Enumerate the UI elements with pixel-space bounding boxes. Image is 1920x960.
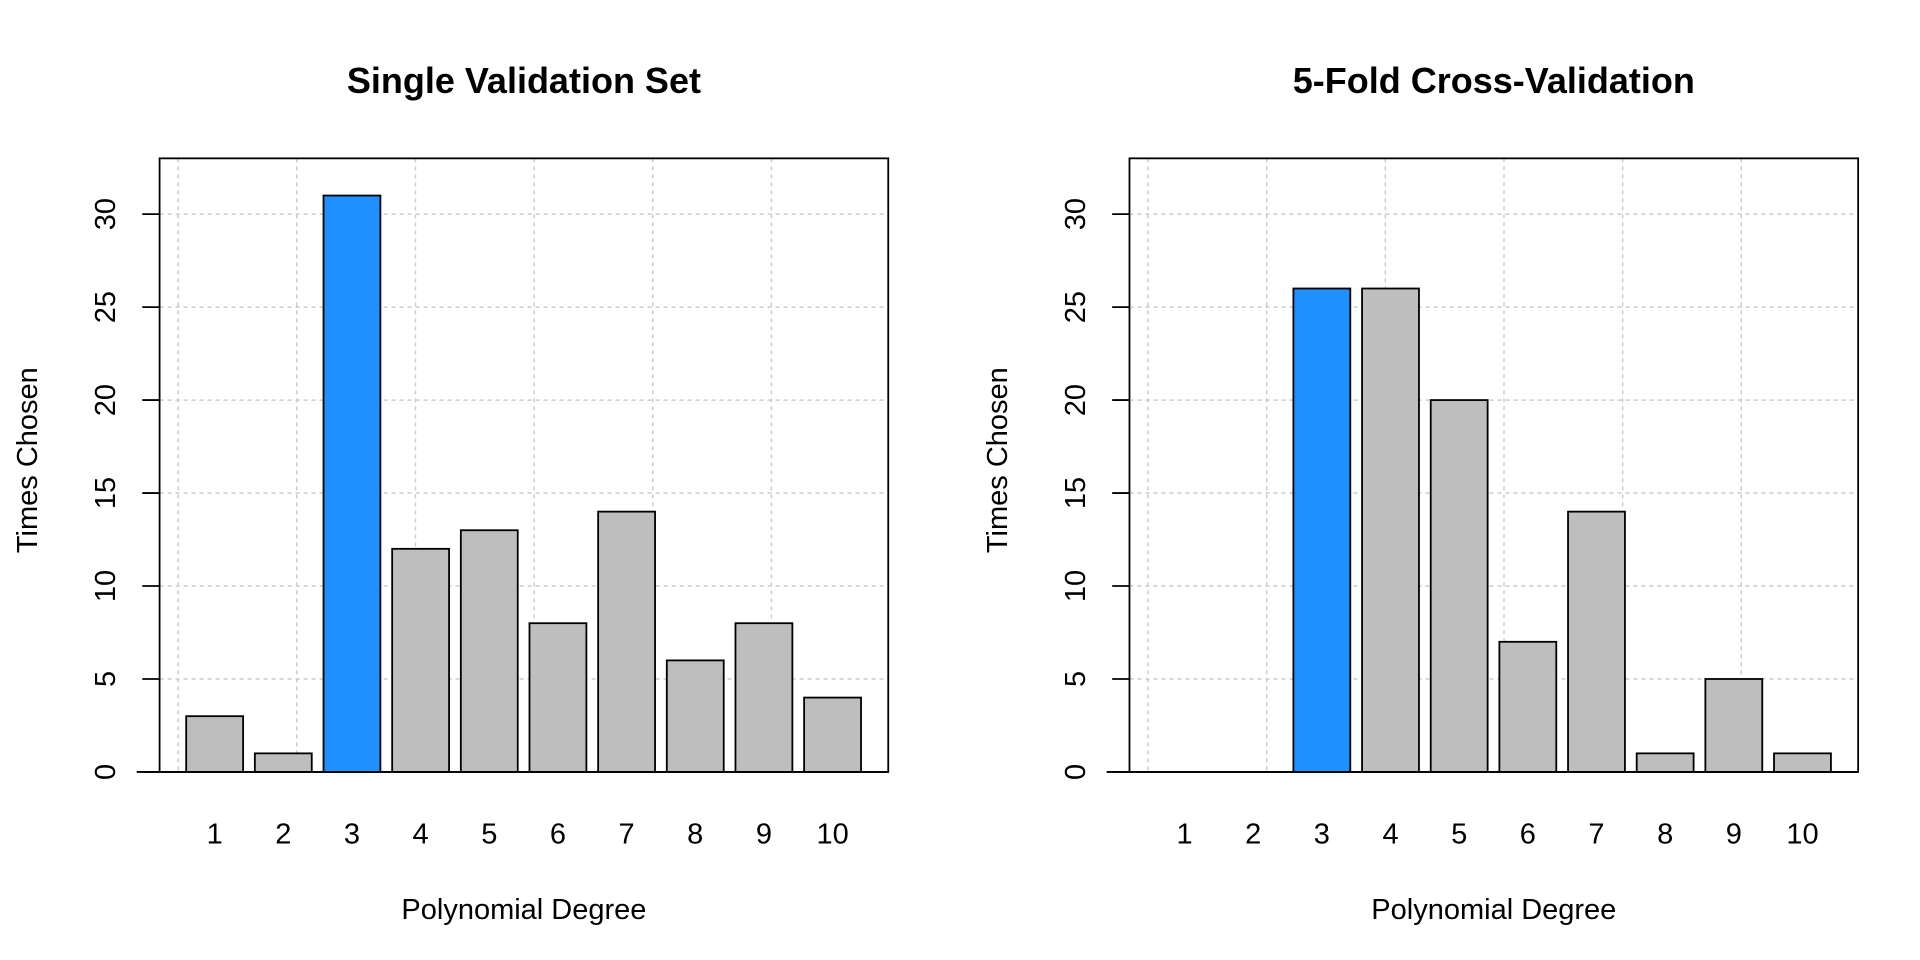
bar — [185, 715, 244, 773]
grid — [159, 158, 889, 773]
bars — [1106, 287, 1859, 773]
x-tick-label: 1 — [1176, 819, 1192, 851]
y-tick-label: 5 — [90, 671, 122, 687]
x-tick-label: 9 — [756, 819, 772, 851]
y-tick-label: 15 — [1060, 477, 1092, 509]
bar — [1429, 399, 1489, 773]
chart-panel-single-validation: Single Validation Set Polynomial Degree … — [12, 60, 890, 926]
chart-title: 5-Fold Cross-Validation — [1293, 60, 1695, 101]
x-tick-label: 6 — [1520, 819, 1536, 851]
bar — [1498, 640, 1558, 773]
y-tick-label: 0 — [90, 764, 122, 780]
x-tick-label: 4 — [1382, 819, 1398, 851]
x-tick-label: 2 — [275, 819, 291, 851]
x-tick-label: 5 — [481, 819, 497, 851]
bar — [597, 510, 656, 773]
x-tick-label: 4 — [413, 819, 429, 851]
x-tick-label: 3 — [1314, 819, 1330, 851]
x-tick-label: 1 — [207, 819, 223, 851]
y-tick-label: 25 — [1060, 291, 1092, 323]
y-tick-label: 10 — [1060, 570, 1092, 602]
x-tick-label: 9 — [1726, 819, 1742, 851]
bar — [1361, 287, 1420, 773]
y-tick-label: 30 — [1060, 198, 1092, 230]
y-tick-label: 20 — [1060, 384, 1092, 416]
bar — [1773, 752, 1832, 773]
x-tick-label: 8 — [1657, 819, 1673, 851]
y-tick-label: 30 — [90, 198, 122, 230]
y-axis-label: Times Chosen — [12, 367, 44, 553]
x-tick-label: 6 — [550, 819, 566, 851]
y-axis-label: Times Chosen — [982, 367, 1014, 553]
y-tick-label: 5 — [1060, 671, 1092, 687]
x-axis: 1 2 3 4 5 6 7 8 9 10 — [207, 819, 849, 851]
plot-frame — [158, 157, 890, 773]
bar — [391, 547, 450, 773]
x-axis-label: Polynomial Degree — [1371, 894, 1616, 926]
bar — [1567, 510, 1626, 773]
plot-frame — [1128, 157, 1860, 773]
x-tick-label: 5 — [1451, 819, 1467, 851]
x-tick-label: 10 — [1786, 819, 1818, 851]
bar — [1635, 752, 1695, 773]
y-tick-label: 20 — [90, 384, 122, 416]
y-axis: 0 5 10 15 20 25 30 — [1060, 198, 1130, 780]
bar — [459, 529, 519, 773]
bar — [1704, 678, 1764, 773]
y-tick-label: 10 — [90, 570, 122, 602]
y-tick-label: 25 — [90, 291, 122, 323]
bar — [665, 659, 725, 773]
bars — [136, 194, 889, 773]
bar — [734, 622, 794, 773]
y-axis: 0 5 10 15 20 25 30 — [90, 198, 160, 780]
bar-highlighted — [322, 194, 382, 773]
y-tick-label: 0 — [1060, 764, 1092, 780]
bar — [253, 752, 313, 773]
x-tick-label: 2 — [1245, 819, 1261, 851]
bar — [528, 622, 588, 773]
y-tick-label: 15 — [90, 477, 122, 509]
x-tick-label: 7 — [1588, 819, 1604, 851]
bar — [803, 696, 862, 773]
chart-title: Single Validation Set — [347, 60, 701, 101]
x-tick-label: 8 — [687, 819, 703, 851]
bar-highlighted — [1292, 287, 1352, 773]
x-tick-label: 3 — [344, 819, 360, 851]
x-axis: 1 2 3 4 5 6 7 8 9 10 — [1176, 819, 1818, 851]
chart-panel-cross-validation: 5-Fold Cross-Validation Polynomial Degre… — [982, 60, 1860, 926]
x-axis-label: Polynomial Degree — [401, 894, 646, 926]
x-tick-label: 10 — [816, 819, 848, 851]
x-tick-label: 7 — [619, 819, 635, 851]
